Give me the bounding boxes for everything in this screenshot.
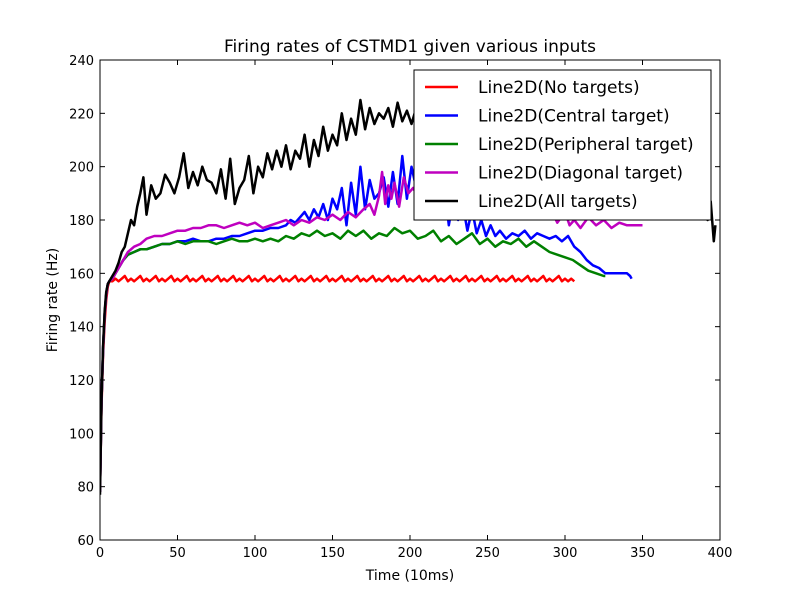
legend-box bbox=[413, 69, 712, 221]
x-tick-label: 300 bbox=[553, 546, 578, 561]
legend-label: Line2D(Central target) bbox=[478, 107, 670, 127]
x-axis: 0 50 100 150 200 250 300 350 400 bbox=[96, 60, 733, 561]
y-tick-label: 80 bbox=[77, 481, 94, 496]
y-tick-label: 60 bbox=[77, 534, 94, 549]
series-line-line2d-peripheral-target- bbox=[100, 226, 606, 493]
x-tick-label: 250 bbox=[475, 546, 500, 561]
series-line-line2d-no-targets- bbox=[100, 274, 576, 493]
y-tick-label: 180 bbox=[69, 214, 94, 229]
legend-label: Line2D(No targets) bbox=[478, 78, 640, 98]
y-tick-label: 140 bbox=[69, 321, 94, 336]
y-tick-label: 100 bbox=[69, 427, 94, 442]
chart-title: Firing rates of CSTMD1 given various inp… bbox=[224, 37, 596, 57]
x-tick-label: 100 bbox=[243, 546, 268, 561]
legend-label: Line2D(Diagonal target) bbox=[478, 164, 683, 184]
x-tick-label: 0 bbox=[96, 546, 104, 561]
legend: Line2D(No targets) Line2D(Central target)… bbox=[413, 69, 712, 221]
y-tick-label: 220 bbox=[69, 107, 94, 122]
legend-label: Line2D(All targets) bbox=[478, 192, 638, 212]
y-axis: 60 80 100 120 140 160 180 200 220 240 bbox=[69, 54, 720, 549]
y-tick-label: 240 bbox=[69, 54, 94, 69]
y-tick-label: 200 bbox=[69, 161, 94, 176]
x-tick-label: 200 bbox=[398, 546, 423, 561]
y-tick-label: 120 bbox=[69, 374, 94, 389]
x-axis-label: Time (10ms) bbox=[365, 568, 454, 584]
x-tick-label: 50 bbox=[169, 546, 186, 561]
x-tick-label: 150 bbox=[320, 546, 345, 561]
x-tick-label: 400 bbox=[708, 546, 733, 561]
y-axis-label: Firing rate (Hz) bbox=[45, 248, 61, 352]
legend-label: Line2D(Peripheral target) bbox=[478, 135, 694, 155]
y-tick-label: 160 bbox=[69, 267, 94, 282]
x-tick-label: 350 bbox=[630, 546, 655, 561]
